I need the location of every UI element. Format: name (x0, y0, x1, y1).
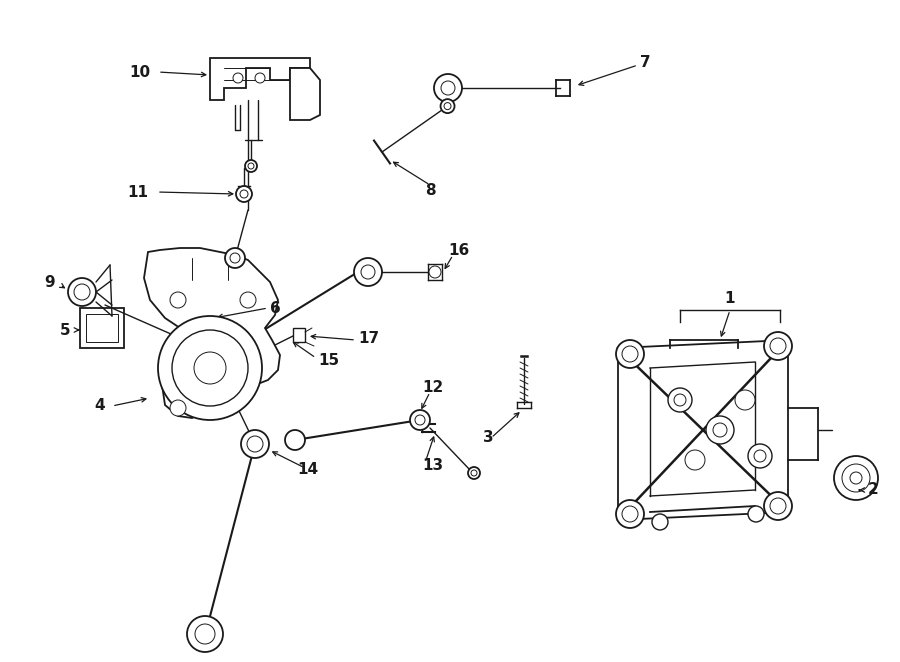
Circle shape (674, 394, 686, 406)
Circle shape (652, 514, 668, 530)
Circle shape (616, 500, 644, 528)
Text: 3: 3 (483, 430, 494, 446)
Circle shape (172, 330, 248, 406)
Circle shape (434, 74, 462, 102)
Circle shape (236, 186, 252, 202)
Circle shape (194, 352, 226, 384)
Bar (86, 314, 118, 342)
Circle shape (622, 506, 638, 522)
Text: 5: 5 (59, 322, 70, 338)
Circle shape (68, 278, 96, 306)
Circle shape (713, 423, 727, 437)
Circle shape (748, 506, 764, 522)
Circle shape (233, 73, 243, 83)
Circle shape (471, 470, 477, 476)
Circle shape (706, 416, 734, 444)
Circle shape (170, 292, 186, 308)
Circle shape (74, 284, 90, 300)
Text: 14: 14 (297, 463, 319, 477)
Circle shape (240, 292, 256, 308)
Text: 11: 11 (127, 185, 148, 199)
Text: 2: 2 (868, 483, 878, 498)
Circle shape (415, 415, 425, 425)
Circle shape (754, 450, 766, 462)
Text: 16: 16 (448, 242, 469, 258)
Circle shape (468, 467, 480, 479)
Circle shape (850, 472, 862, 484)
Text: 1: 1 (724, 291, 735, 305)
Circle shape (685, 450, 705, 470)
Text: 13: 13 (422, 457, 443, 473)
Circle shape (770, 338, 786, 354)
Circle shape (354, 258, 382, 286)
Polygon shape (144, 248, 280, 418)
Circle shape (158, 316, 262, 420)
Circle shape (616, 340, 644, 368)
Bar (293, 328, 305, 342)
Circle shape (764, 492, 792, 520)
Circle shape (240, 190, 248, 198)
Circle shape (444, 103, 451, 110)
Circle shape (247, 436, 263, 452)
Circle shape (255, 73, 265, 83)
Circle shape (230, 253, 240, 263)
Circle shape (187, 616, 223, 652)
Circle shape (764, 332, 792, 360)
Circle shape (440, 99, 454, 113)
Circle shape (285, 430, 305, 450)
Circle shape (221, 345, 235, 359)
Circle shape (842, 464, 870, 492)
Text: 7: 7 (640, 54, 651, 70)
Circle shape (770, 498, 786, 514)
Polygon shape (290, 68, 320, 120)
Circle shape (834, 456, 878, 500)
Circle shape (195, 624, 215, 644)
Circle shape (429, 266, 441, 278)
Text: 9: 9 (44, 275, 55, 289)
Circle shape (668, 388, 692, 412)
Text: 10: 10 (129, 64, 150, 79)
Circle shape (735, 390, 755, 410)
Circle shape (410, 410, 430, 430)
Text: 4: 4 (94, 399, 105, 414)
Bar (80, 308, 124, 348)
Circle shape (170, 400, 186, 416)
Circle shape (248, 163, 254, 169)
Circle shape (214, 338, 242, 366)
Circle shape (441, 81, 455, 95)
Polygon shape (210, 58, 310, 100)
Polygon shape (196, 296, 216, 348)
Text: 15: 15 (318, 352, 339, 367)
Circle shape (225, 248, 245, 268)
Text: 17: 17 (358, 330, 379, 346)
Circle shape (241, 430, 269, 458)
Circle shape (245, 160, 257, 172)
Text: 8: 8 (425, 183, 436, 197)
Text: 6: 6 (270, 301, 281, 316)
Circle shape (622, 346, 638, 362)
Text: 12: 12 (422, 381, 444, 395)
Circle shape (361, 265, 375, 279)
Circle shape (748, 444, 772, 468)
